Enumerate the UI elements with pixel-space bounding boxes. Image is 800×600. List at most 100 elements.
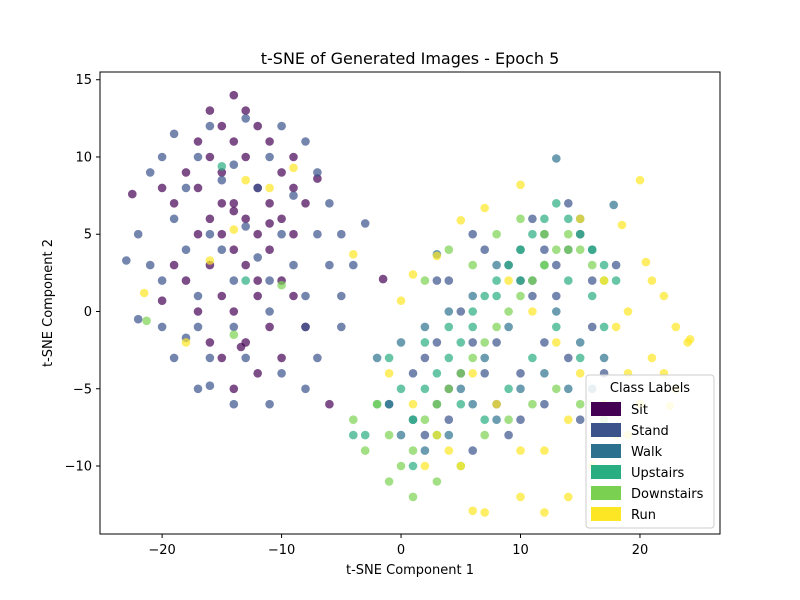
point-downstairs-6 [420, 415, 430, 425]
point-stand-9 [313, 168, 322, 177]
point-upstairs-9 [468, 322, 478, 332]
point-stand-50 [301, 384, 310, 394]
point-sit-4 [253, 121, 262, 131]
point-walk-24 [492, 415, 501, 425]
point-walk-16 [480, 353, 490, 363]
point-downstairs-8 [444, 384, 454, 394]
point-run-35 [647, 276, 657, 285]
point-sit-9 [205, 152, 215, 162]
point-sit-58 [157, 296, 167, 306]
point-stand-40 [301, 322, 310, 332]
point-sit-27 [289, 229, 298, 239]
point-walk-10 [372, 353, 382, 363]
point-upstairs-0 [384, 353, 394, 363]
point-downstairs-32 [142, 316, 151, 326]
point-walk-27 [420, 446, 430, 455]
point-sit-33 [241, 260, 250, 270]
point-sit-39 [193, 307, 203, 316]
point-stand-8 [265, 152, 274, 162]
point-walk-8 [420, 322, 430, 332]
point-walk-1 [609, 200, 618, 210]
point-run-17 [408, 399, 418, 409]
point-sit-49 [128, 189, 137, 199]
point-upstairs-32 [349, 430, 358, 440]
point-sit-0 [229, 90, 239, 100]
point-stand-2 [241, 114, 250, 123]
point-downstairs-22 [384, 477, 394, 486]
point-sit-54 [265, 219, 274, 228]
x-tick-label: −10 [268, 543, 295, 558]
point-upstairs-28 [564, 276, 573, 285]
point-upstairs-23 [444, 322, 454, 332]
point-stand-86 [480, 369, 490, 378]
point-downstairs-33 [229, 330, 239, 340]
point-stand-84 [587, 276, 597, 285]
point-run-24 [504, 276, 513, 285]
point-stand-23 [145, 260, 155, 270]
point-run-13 [516, 492, 525, 502]
point-upstairs-35 [456, 399, 466, 409]
point-run-48 [139, 288, 149, 298]
point-downstairs-26 [480, 430, 490, 440]
point-sit-25 [217, 229, 227, 239]
point-run-43 [444, 446, 454, 455]
point-downstairs-17 [552, 245, 561, 254]
y-tick-label: −5 [73, 382, 92, 397]
point-downstairs-3 [384, 430, 394, 440]
point-downstairs-11 [480, 338, 490, 347]
point-stand-67 [504, 430, 513, 440]
legend-title: Class Labels [610, 381, 690, 396]
point-sit-17 [193, 183, 203, 193]
y-tick-label: 15 [75, 73, 92, 88]
y-tick-label: 10 [75, 150, 92, 165]
point-downstairs-41 [564, 245, 573, 254]
point-downstairs-27 [504, 415, 513, 425]
point-downstairs-38 [492, 229, 501, 239]
point-stand-13 [253, 183, 262, 193]
point-downstairs-28 [528, 399, 537, 409]
point-upstairs-4 [408, 415, 418, 425]
point-stand-4 [301, 137, 310, 146]
point-run-21 [432, 251, 442, 261]
point-sit-1 [205, 106, 215, 115]
x-tick-label: 0 [397, 543, 405, 558]
legend-items: Sit Stand Walk Upstairs Downstairs Run [591, 402, 704, 523]
point-stand-21 [313, 229, 322, 239]
point-downstairs-20 [587, 260, 597, 270]
y-tick-label: 5 [84, 228, 92, 243]
point-sit-52 [378, 274, 388, 284]
point-stand-6 [193, 152, 203, 162]
point-stand-36 [157, 322, 167, 332]
point-downstairs-35 [420, 276, 430, 285]
chart-title: t-SNE of Generated Images - Epoch 5 [261, 49, 560, 68]
legend-label-upstairs: Upstairs [631, 466, 685, 481]
point-downstairs-0 [372, 399, 382, 409]
point-run-18 [384, 369, 394, 378]
point-upstairs-22 [420, 338, 430, 347]
point-sit-7 [265, 137, 274, 146]
point-downstairs-14 [516, 291, 525, 301]
point-sit-41 [265, 322, 274, 332]
point-sit-56 [253, 276, 262, 285]
point-stand-57 [456, 307, 466, 316]
point-upstairs-29 [587, 291, 597, 301]
point-run-55 [468, 506, 478, 516]
point-stand-44 [241, 353, 250, 363]
point-run-42 [564, 415, 573, 425]
point-run-23 [480, 203, 490, 213]
x-axis-ticks: −20 −10 0 10 20 [148, 534, 648, 558]
y-axis-ticks: −10 −5 0 5 10 15 [65, 73, 100, 475]
point-run-47 [181, 338, 191, 347]
point-stand-89 [444, 415, 454, 425]
point-sit-48 [229, 384, 239, 394]
point-downstairs-5 [408, 446, 418, 455]
point-upstairs-5 [420, 384, 430, 394]
point-walk-5 [492, 260, 501, 270]
point-run-14 [480, 508, 490, 517]
point-run-30 [647, 353, 657, 363]
point-run-26 [552, 338, 561, 347]
point-walk-0 [552, 154, 561, 163]
point-walk-13 [575, 338, 585, 347]
point-stand-90 [420, 430, 430, 440]
